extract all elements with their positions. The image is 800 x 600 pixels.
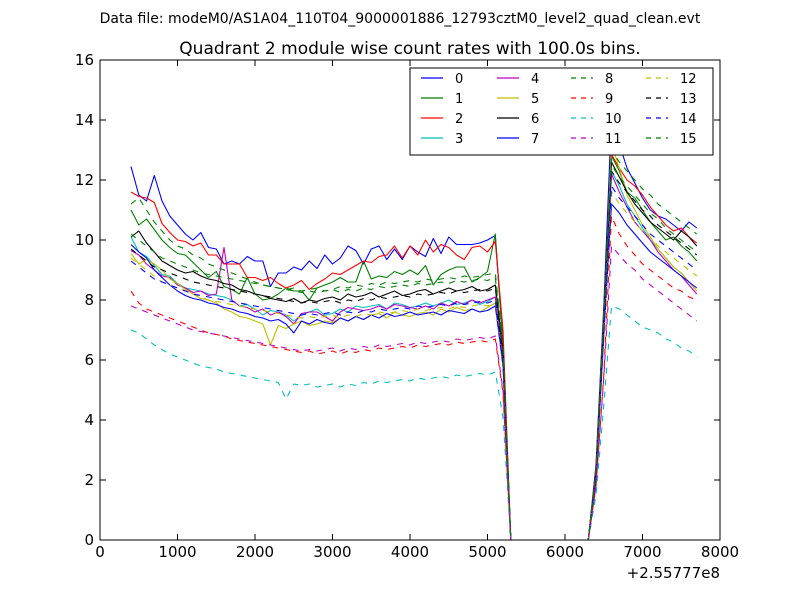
chart-suptitle: Data file: modeM0/AS1A04_110T04_90000018…: [100, 11, 701, 27]
x-tick-label: 1000: [158, 543, 196, 561]
legend-box: [409, 67, 714, 156]
legend-label-9: 9: [605, 92, 613, 107]
y-tick-label: 10: [75, 231, 94, 249]
y-tick-label: 12: [75, 171, 94, 189]
legend-label-6: 6: [531, 112, 539, 127]
plot-series: [130, 116, 698, 541]
series-line-8: [130, 149, 698, 541]
x-tick-label: 4000: [391, 543, 429, 561]
y-tick-label: 16: [75, 51, 94, 69]
x-offset-label: +2.55777e8: [627, 564, 720, 582]
x-tick-label: 5000: [468, 543, 506, 561]
legend-label-15: 15: [680, 132, 697, 147]
chart-title: Quadrant 2 module wise count rates with …: [179, 39, 640, 59]
legend-label-12: 12: [680, 72, 697, 87]
legend-label-1: 1: [455, 92, 463, 107]
y-tick-label: 6: [84, 351, 94, 369]
x-tick-label: 7000: [623, 543, 661, 561]
x-tick-label: 3000: [313, 543, 351, 561]
legend-label-8: 8: [605, 72, 613, 87]
x-tick-label: 6000: [546, 543, 584, 561]
legend-label-5: 5: [531, 92, 539, 107]
y-tick-label: 8: [84, 291, 94, 309]
legend-label-4: 4: [531, 72, 539, 87]
series-line-9: [130, 215, 697, 541]
axes: 0 1000 2000 3000 4000 5000 6000 7000 80000246810…: [75, 51, 739, 561]
y-tick-label: 14: [75, 111, 94, 129]
legend-label-11: 11: [605, 132, 622, 147]
legend-label-13: 13: [680, 92, 697, 107]
y-tick-label: 2: [84, 471, 94, 489]
x-tick-label: 8000: [701, 543, 739, 561]
legend-label-3: 3: [455, 132, 463, 147]
legend-label-2: 2: [455, 112, 463, 127]
legend-label-7: 7: [531, 132, 539, 147]
legend-label-0: 0: [455, 72, 463, 87]
series-line-11: [130, 245, 698, 541]
x-tick-label: 0: [95, 543, 105, 561]
x-tick-label: 2000: [236, 543, 274, 561]
legend-label-14: 14: [680, 112, 697, 127]
legend-label-10: 10: [605, 112, 622, 127]
y-tick-label: 0: [84, 531, 94, 549]
series-line-10: [130, 305, 698, 541]
y-tick-label: 4: [84, 411, 94, 429]
